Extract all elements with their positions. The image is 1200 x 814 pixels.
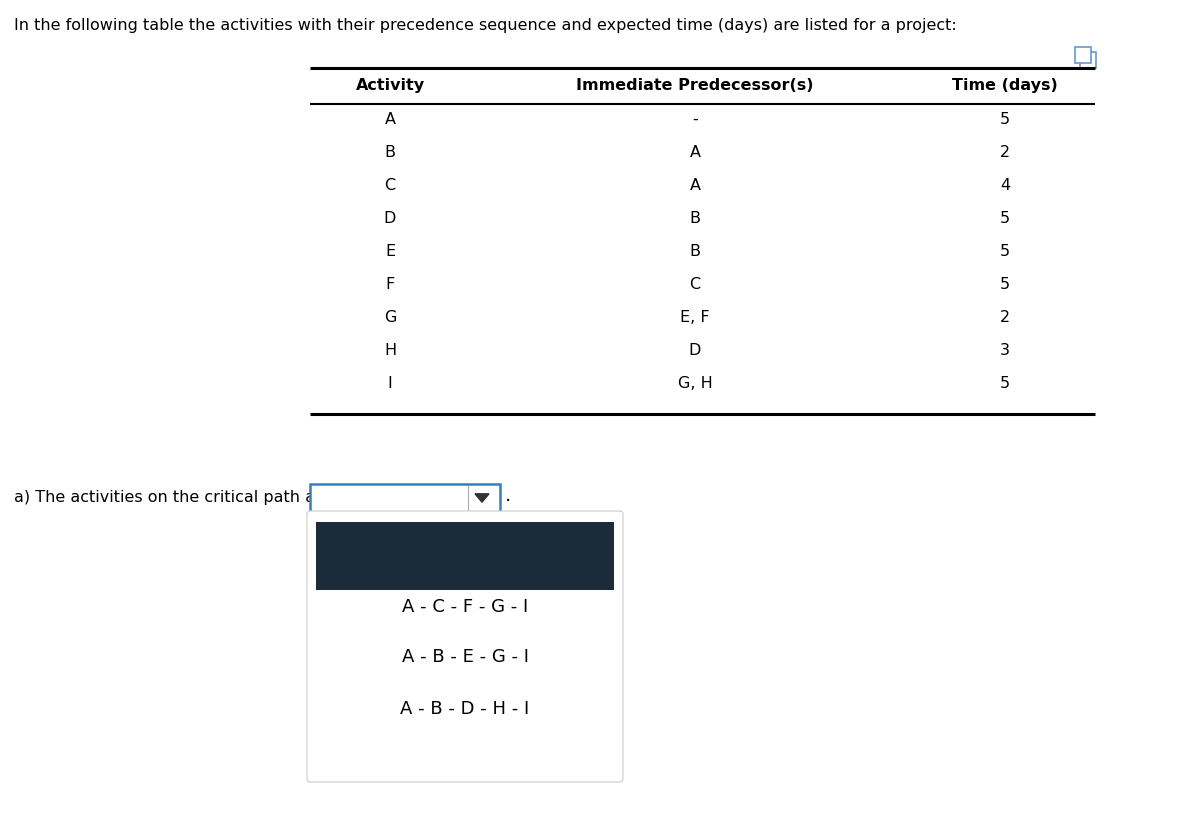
Text: D: D [384,211,396,226]
Text: .: . [505,486,511,505]
Text: C: C [690,277,701,292]
FancyBboxPatch shape [310,484,500,512]
FancyBboxPatch shape [1080,52,1096,68]
Text: B: B [384,145,396,160]
Text: 2: 2 [1000,310,1010,325]
Text: 2: 2 [1000,145,1010,160]
Text: A: A [690,145,701,160]
Text: C: C [384,178,396,193]
FancyBboxPatch shape [316,522,614,590]
Text: G: G [384,310,396,325]
Text: A - B - D - H - I: A - B - D - H - I [401,700,529,718]
Text: A: A [690,178,701,193]
Text: B: B [690,211,701,226]
Text: 4: 4 [1000,178,1010,193]
Text: Immediate Predecessor(s): Immediate Predecessor(s) [576,78,814,93]
Text: Activity: Activity [355,78,425,93]
Text: E, F: E, F [680,310,710,325]
Text: 5: 5 [1000,244,1010,259]
Text: 3: 3 [1000,343,1010,358]
Text: F: F [385,277,395,292]
Text: G, H: G, H [678,376,713,391]
Text: I: I [388,376,392,391]
Text: 5: 5 [1000,211,1010,226]
Text: Time (days): Time (days) [952,78,1058,93]
Text: A: A [384,112,396,127]
FancyBboxPatch shape [307,511,623,782]
Text: A - B - E - G - I: A - B - E - G - I [402,648,528,666]
Text: D: D [689,343,701,358]
Text: E: E [385,244,395,259]
FancyBboxPatch shape [1075,47,1091,63]
Polygon shape [475,494,490,502]
Text: a) The activities on the critical path are: a) The activities on the critical path a… [14,490,331,505]
Text: 5: 5 [1000,277,1010,292]
Text: B: B [690,244,701,259]
Text: In the following table the activities with their precedence sequence and expecte: In the following table the activities wi… [14,18,956,33]
Text: -: - [692,112,698,127]
Text: 5: 5 [1000,112,1010,127]
Text: A - C - F - G - I: A - C - F - G - I [402,598,528,616]
Text: H: H [384,343,396,358]
Text: 5: 5 [1000,376,1010,391]
